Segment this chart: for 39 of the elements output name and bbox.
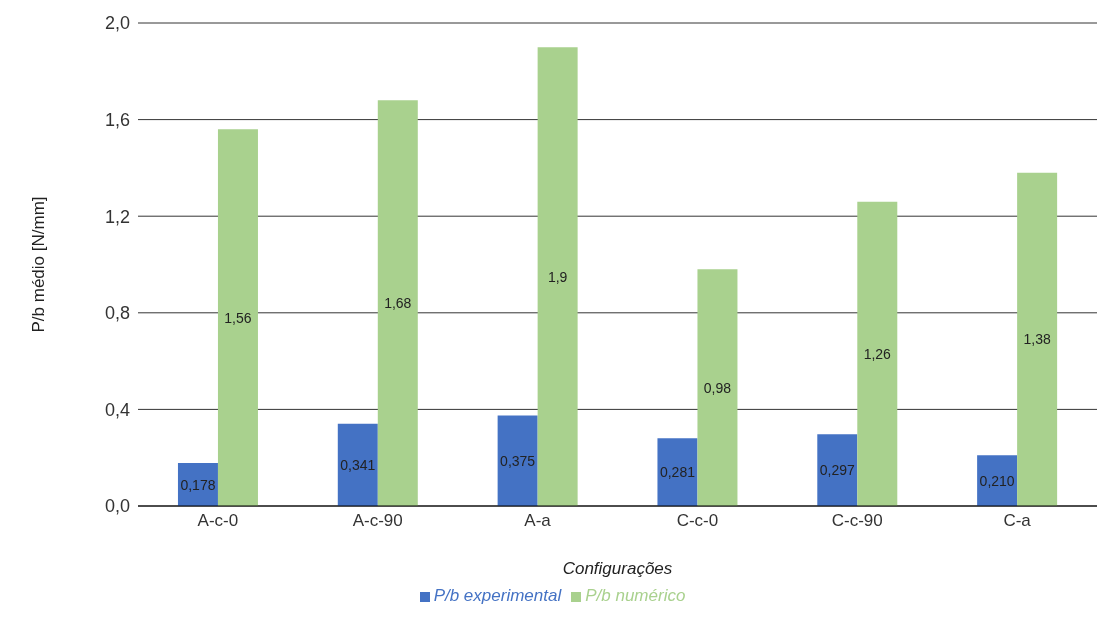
y-tick-label: 0,8: [104, 303, 130, 324]
data-label: 0,281: [659, 464, 696, 481]
x-tick-label: C-a: [1003, 511, 1032, 531]
x-tick-label: A-c-0: [197, 511, 239, 531]
y-tick-label: 2,0: [104, 13, 130, 34]
bar: [857, 201, 898, 506]
data-label: 0,341: [340, 456, 376, 473]
x-tick-label: C-c-90: [831, 511, 883, 531]
data-label: 0,98: [703, 379, 732, 396]
data-label: 0,210: [979, 472, 1015, 489]
legend-label: P/b numérico: [585, 586, 686, 605]
data-label: 0,375: [500, 452, 536, 469]
bar: [377, 100, 418, 506]
bar: [1017, 172, 1058, 506]
data-label: 1,26: [863, 345, 892, 362]
y-tick-label: 0,0: [104, 496, 130, 517]
bar: [817, 434, 858, 506]
x-tick-label: A-a: [524, 511, 552, 531]
bar: [497, 415, 538, 506]
y-tick-label: 1,6: [104, 109, 130, 130]
bar: [657, 438, 698, 506]
x-axis-title: Configurações: [562, 559, 673, 578]
data-label: 0,297: [819, 462, 856, 479]
bar: [697, 269, 738, 506]
legend-label: P/b experimental: [433, 586, 562, 605]
data-label: 1,38: [1023, 331, 1051, 348]
y-axis-title: P/b médio [N/mm]: [29, 196, 49, 333]
bar: [337, 423, 378, 506]
data-label: 1,56: [224, 309, 252, 326]
x-tick-label: A-c-90: [352, 511, 403, 531]
data-label: 0,178: [180, 476, 216, 493]
x-tick-label: C-c-0: [676, 511, 719, 531]
bar: [537, 47, 578, 506]
bar: [977, 455, 1018, 506]
data-label: 1,68: [384, 295, 412, 312]
data-label: 1,9: [547, 268, 568, 285]
y-tick-label: 0,4: [104, 399, 130, 420]
bar: [217, 129, 258, 506]
y-tick-label: 1,2: [104, 206, 130, 227]
